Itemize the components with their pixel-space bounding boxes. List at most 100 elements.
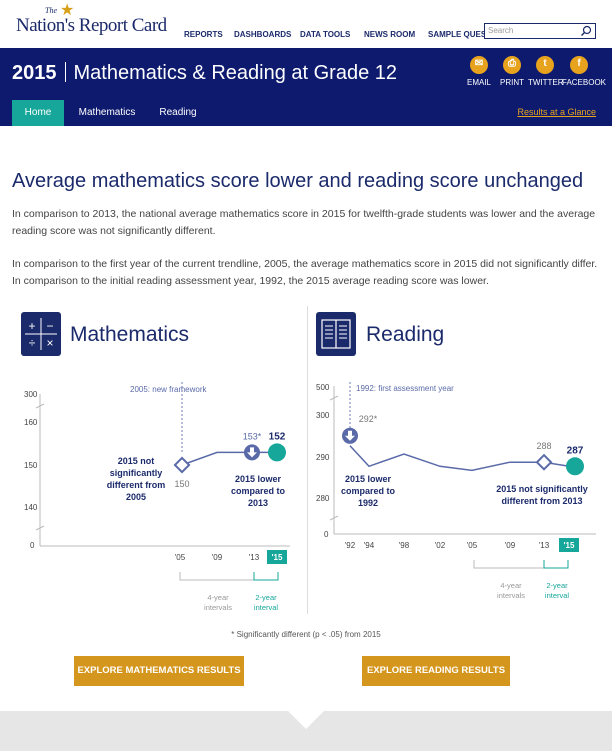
math-section-title: Mathematics <box>70 323 190 346</box>
reading-axis-break-bottom <box>329 515 339 521</box>
reading-label-2015: 287 <box>567 445 584 456</box>
math-4yr-bracket <box>179 572 255 581</box>
svg-text:÷: ÷ <box>29 336 36 350</box>
tab-reading[interactable]: Reading <box>159 107 197 118</box>
math-point-2005[interactable] <box>173 456 191 474</box>
reading-x-ticks: '92 '94 '98 '02 '05 '09 '13 <box>345 541 550 550</box>
math-xtick-15-badge <box>267 550 287 564</box>
math-ytick-0: 0 <box>30 541 35 550</box>
search-placeholder: Search <box>488 26 514 35</box>
math-4yr-label-2: intervals <box>204 603 232 612</box>
reading-4yr-label-2: intervals <box>497 591 525 600</box>
math-point-2015[interactable] <box>268 443 286 462</box>
math-chart: 300 160 150 140 0 2005: new framework 15… <box>24 382 290 612</box>
reading-note-left-3: 1992 <box>358 498 378 508</box>
search-icon[interactable] <box>580 25 592 37</box>
share-print-label: PRINT <box>500 78 524 87</box>
math-ytick-140: 140 <box>24 503 38 512</box>
reading-ytick-500: 500 <box>316 383 330 392</box>
search-input[interactable]: Search <box>484 23 596 39</box>
math-note-left-2: significantly <box>110 468 163 478</box>
reading-label-2013: 288 <box>536 441 551 451</box>
facebook-icon: f <box>570 56 588 74</box>
reading-point-2013[interactable] <box>535 453 553 471</box>
math-ytick-160: 160 <box>24 418 38 427</box>
paragraph-trend-comparison: In comparison to the first year of the c… <box>12 258 598 287</box>
math-label-2015: 152 <box>269 431 286 442</box>
svg-text:+: + <box>28 319 35 333</box>
nav-sample-questions[interactable]: SAMPLE QUESTIONS <box>428 30 511 39</box>
share-facebook[interactable]: f FACEBOOK <box>562 56 607 87</box>
paragraph-2013-comparison: In comparison to 2013, the national aver… <box>12 208 596 237</box>
math-note-left-3: different from <box>107 480 166 490</box>
nav-data-tools[interactable]: DATA TOOLS <box>300 30 351 39</box>
reading-4yr-bracket <box>473 560 545 569</box>
reading-ytick-290: 290 <box>316 453 330 462</box>
reading-note-right-1: 2015 not significantly <box>496 484 588 494</box>
star-icon: ★ <box>60 2 75 19</box>
reading-ytick-300: 300 <box>316 411 330 420</box>
math-note-right-2: compared to <box>231 486 286 496</box>
nav-dashboards[interactable]: DASHBOARDS <box>234 30 292 39</box>
math-ytick-300: 300 <box>24 390 38 399</box>
title-separator <box>64 62 66 82</box>
reading-ytick-280: 280 <box>316 494 330 503</box>
top-bar: ★ The Nation's Report Card REPORTS DASHB… <box>0 0 612 48</box>
explore-reading-button[interactable]: EXPLORE READING RESULTS <box>362 656 510 686</box>
reading-chart: 500 300 290 280 0 1992: first assessment… <box>316 382 596 600</box>
twitter-icon: t <box>536 56 554 74</box>
reading-annotation: 1992: first assessment year <box>356 384 454 393</box>
reading-note-left-2: compared to <box>341 486 396 496</box>
down-arrow-icon <box>247 447 257 458</box>
reading-xtick-98: '98 <box>399 541 410 550</box>
share-email[interactable]: ✉ EMAIL <box>462 56 496 87</box>
calculator-icon: + − ÷ × <box>21 312 61 356</box>
reading-xtick-92: '92 <box>345 541 356 550</box>
reading-xtick-15: '15 <box>564 541 575 550</box>
page-title: 2015 Mathematics & Reading at Grade 12 <box>12 62 397 85</box>
math-xtick-13: '13 <box>249 553 260 562</box>
math-note-left-4: 2005 <box>126 492 146 502</box>
results-at-a-glance-link[interactable]: Results at a Glance <box>517 107 596 117</box>
reading-xtick-05: '05 <box>467 541 478 550</box>
share-facebook-label: FACEBOOK <box>562 78 607 87</box>
nav-news-room[interactable]: NEWS ROOM <box>364 30 416 39</box>
significance-footnote: * Significantly different (p < .05) from… <box>231 630 381 639</box>
reading-4yr-label-1: 4-year <box>500 581 522 590</box>
math-xtick-05: '05 <box>175 553 186 562</box>
math-axis-break-top <box>35 403 45 409</box>
reading-axis-break-top <box>329 395 339 401</box>
math-annotation: 2005: new framework <box>130 385 207 394</box>
svg-text:−: − <box>46 319 53 333</box>
share-twitter[interactable]: t TWITTER <box>528 56 564 87</box>
chevron-down-icon <box>288 711 324 729</box>
reading-note-left-1: 2015 lower <box>345 474 392 484</box>
nav-reports[interactable]: REPORTS <box>184 30 223 39</box>
reading-note-right-2: different from 2013 <box>501 496 582 506</box>
logo-name: Nation's Report Card <box>16 15 167 36</box>
site-logo[interactable]: ★ The Nation's Report Card <box>16 2 167 42</box>
headline: Average mathematics score lower and read… <box>12 170 584 192</box>
math-series-line <box>181 451 277 466</box>
reading-section-title: Reading <box>366 323 445 346</box>
math-4yr-label-1: 4-year <box>207 593 229 602</box>
reading-2yr-bracket <box>543 560 569 569</box>
down-arrow-icon <box>345 430 355 441</box>
math-ytick-150: 150 <box>24 461 38 470</box>
share-print[interactable]: ⎙ PRINT <box>495 56 529 87</box>
share-twitter-label: TWITTER <box>528 78 564 87</box>
math-note-right-3: 2013 <box>248 498 268 508</box>
email-icon: ✉ <box>470 56 488 74</box>
svg-text:×: × <box>46 336 53 350</box>
tab-mathematics[interactable]: Mathematics <box>78 107 136 118</box>
reading-point-2015[interactable] <box>566 457 584 476</box>
math-xtick-09: '09 <box>212 553 223 562</box>
math-2yr-label-2: interval <box>254 603 279 612</box>
page-year: 2015 <box>12 62 57 84</box>
tab-home[interactable]: Home <box>12 100 64 126</box>
print-icon: ⎙ <box>503 56 521 74</box>
explore-math-button[interactable]: EXPLORE MATHEMATICS RESULTS <box>74 656 244 686</box>
reading-ytick-0: 0 <box>324 530 329 539</box>
math-2yr-label-1: 2-year <box>255 593 277 602</box>
reading-xtick-09: '09 <box>505 541 516 550</box>
